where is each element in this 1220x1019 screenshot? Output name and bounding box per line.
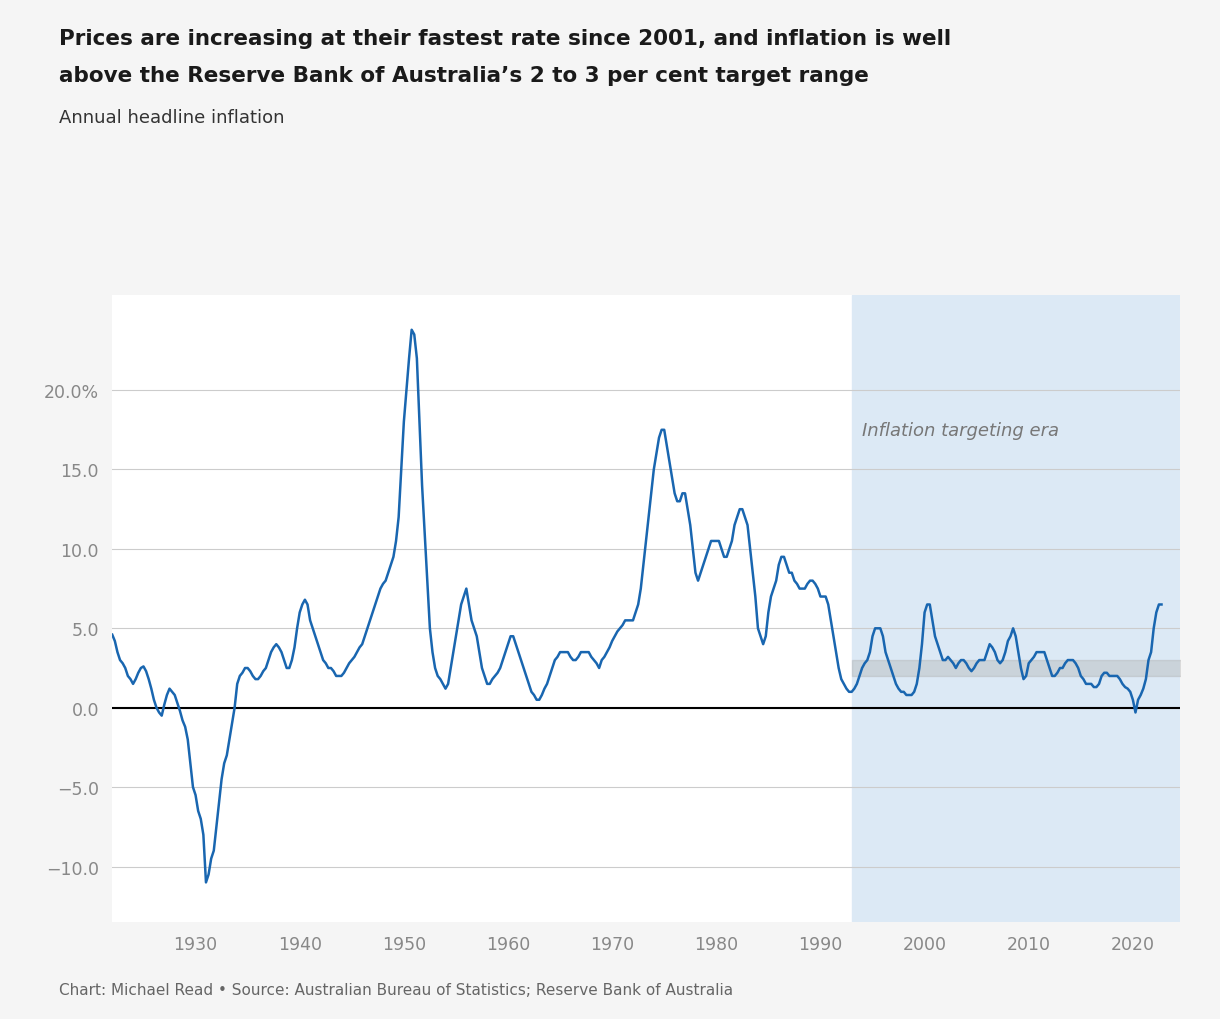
Text: Chart: Michael Read • Source: Australian Bureau of Statistics; Reserve Bank of A: Chart: Michael Read • Source: Australian…: [59, 981, 733, 997]
Text: Inflation targeting era: Inflation targeting era: [863, 422, 1059, 439]
Bar: [852, 296, 1220, 922]
Text: Prices are increasing at their fastest rate since 2001, and inflation is well: Prices are increasing at their fastest r…: [59, 29, 950, 49]
Text: above the Reserve Bank of Australia’s 2 to 3 per cent target range: above the Reserve Bank of Australia’s 2 …: [59, 66, 869, 87]
Text: Annual headline inflation: Annual headline inflation: [59, 109, 284, 127]
